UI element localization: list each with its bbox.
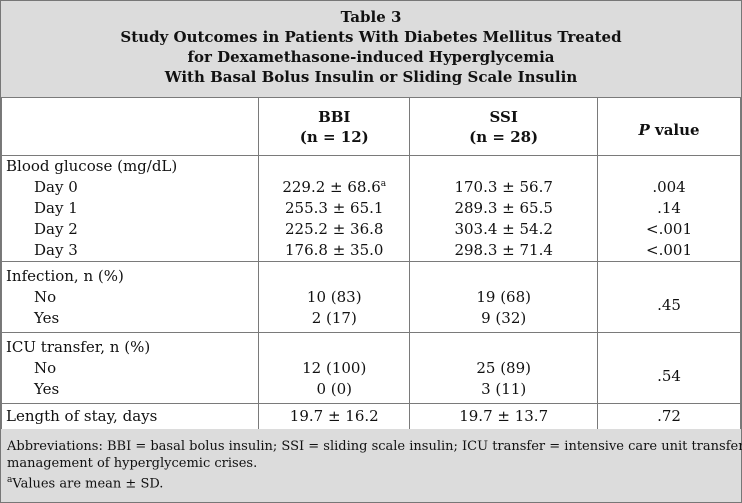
day-1-label: Day 1 xyxy=(34,199,78,217)
day-3-p: <.001 xyxy=(646,241,693,259)
p-letter: P xyxy=(638,120,650,139)
infection-p: .45 xyxy=(657,295,681,314)
length-of-stay-p: .72 xyxy=(657,407,681,425)
abbreviations-line-1: Abbreviations: BBI = basal bolus insulin… xyxy=(7,439,742,454)
icu-yes-ssi: 3 (11) xyxy=(481,379,527,398)
table-title-line-2: for Dexamethasone-induced Hyperglycemia xyxy=(187,48,555,66)
infection-yes-bbi: 2 (17) xyxy=(311,308,357,327)
table-header: Table 3 Study Outcomes in Patients With … xyxy=(1,1,741,97)
column-header-bbi: BBI (n = 12) xyxy=(258,97,411,156)
ssi-n: (n = 28) xyxy=(469,127,539,146)
values-note-marker: a xyxy=(7,475,13,485)
values-note: aValues are mean ± SD. xyxy=(7,472,735,492)
footnote-marker-a: a xyxy=(380,179,387,189)
outcomes-table: BBI (n = 12) SSI (n = 28) P value Blood … xyxy=(0,97,741,430)
day-2-bbi: 225.2 ± 36.8 xyxy=(285,220,384,238)
day-0-label: Day 0 xyxy=(34,178,78,196)
day-2-p: <.001 xyxy=(646,220,693,238)
day-0-p: .004 xyxy=(652,178,686,196)
blood-glucose-section: Blood glucose (mg/dL) Day 0 Day 1 Day 2 … xyxy=(0,155,741,262)
day-3-label: Day 3 xyxy=(34,241,78,259)
column-header-ssi: SSI (n = 28) xyxy=(409,97,599,156)
day-1-p: .14 xyxy=(657,199,681,217)
day-0-bbi: 229.2 ± 68.6a xyxy=(282,178,387,196)
table-footnotes: Abbreviations: BBI = basal bolus insulin… xyxy=(1,429,742,502)
day-0-ssi: 170.3 ± 56.7 xyxy=(454,178,553,196)
table-title-line-1: Study Outcomes in Patients With Diabetes… xyxy=(120,28,622,46)
icu-no-label: No xyxy=(34,358,57,377)
infection-yes-label: Yes xyxy=(34,308,60,327)
table-title-line-3: With Basal Bolus Insulin or Sliding Scal… xyxy=(164,68,578,86)
icu-transfer-label: ICU transfer, n (%) xyxy=(6,337,151,356)
values-note-text: Values are mean ± SD. xyxy=(12,476,164,492)
ssi-label: SSI xyxy=(489,107,518,126)
icu-yes-bbi: 0 (0) xyxy=(316,379,353,398)
icu-yes-label: Yes xyxy=(34,379,60,398)
icu-transfer-section: ICU transfer, n (%) No Yes 12 (100) 0 (0… xyxy=(0,332,741,404)
bbi-n: (n = 12) xyxy=(299,127,369,146)
column-header-row: BBI (n = 12) SSI (n = 28) P value xyxy=(0,97,741,156)
day-3-ssi: 298.3 ± 71.4 xyxy=(454,241,553,259)
infection-yes-ssi: 9 (32) xyxy=(481,308,527,327)
day-3-bbi: 176.8 ± 35.0 xyxy=(285,241,384,259)
abbreviations-line-2: management of hyperglycemic crises. xyxy=(7,456,258,471)
column-header-blank xyxy=(0,97,260,156)
table-number: Table 3 xyxy=(340,8,402,26)
day-2-ssi: 303.4 ± 54.2 xyxy=(454,220,553,238)
infection-no-bbi: 10 (83) xyxy=(306,287,362,306)
day-1-bbi: 255.3 ± 65.1 xyxy=(285,199,384,217)
infection-label: Infection, n (%) xyxy=(6,266,124,285)
length-of-stay-label: Length of stay, days xyxy=(6,407,158,425)
p-value-word: value xyxy=(649,120,700,139)
icu-no-bbi: 12 (100) xyxy=(302,358,367,377)
infection-no-ssi: 19 (68) xyxy=(476,287,531,306)
day-1-ssi: 289.3 ± 65.5 xyxy=(454,199,553,217)
infection-no-label: No xyxy=(34,287,57,306)
infection-section: Infection, n (%) No Yes 10 (83) 2 (17) 1… xyxy=(0,261,741,333)
icu-no-ssi: 25 (89) xyxy=(476,358,531,377)
length-of-stay-bbi: 19.7 ± 16.2 xyxy=(289,407,379,425)
bbi-label: BBI xyxy=(318,107,351,126)
day-2-label: Day 2 xyxy=(34,220,78,238)
icu-p: .54 xyxy=(657,366,681,385)
blood-glucose-label: Blood glucose (mg/dL) xyxy=(6,157,178,175)
length-of-stay-ssi: 19.7 ± 13.7 xyxy=(459,407,549,425)
column-header-p-value: P value xyxy=(597,97,741,156)
length-of-stay-row: Length of stay, days 19.7 ± 16.2 19.7 ± … xyxy=(0,403,741,430)
